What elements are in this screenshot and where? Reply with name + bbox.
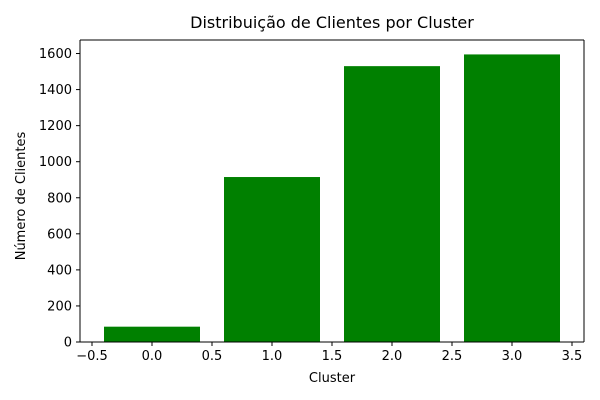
y-tick-label: 200	[47, 299, 72, 314]
x-tick-label: −0.5	[76, 349, 108, 364]
y-tick-label: 1600	[39, 47, 72, 62]
y-tick-label: 1400	[39, 83, 72, 98]
x-tick-label: 2.5	[442, 349, 463, 364]
x-tick-label: 0.5	[202, 349, 223, 364]
x-tick-label: 0.0	[142, 349, 163, 364]
bar-cluster-0	[104, 326, 200, 342]
axes-group	[79, 39, 585, 343]
bar-cluster-2	[344, 66, 440, 342]
y-tick-label: 600	[47, 227, 72, 242]
y-tick-label: 1000	[39, 155, 72, 170]
bars-group	[104, 54, 560, 342]
y-tick-label: 1200	[39, 119, 72, 134]
bar-cluster-1	[224, 177, 320, 342]
x-ticks-group: −0.5 0.0 0.5 1.0 1.5 2.0 2.5 3.0 3.5	[76, 342, 582, 364]
chart-title: Distribuição de Clientes por Cluster	[190, 13, 474, 32]
x-tick-label: 1.5	[322, 349, 343, 364]
x-tick-label: 3.0	[502, 349, 523, 364]
y-tick-label: 800	[47, 191, 72, 206]
y-tick-label: 0	[64, 336, 72, 351]
x-tick-label: 1.0	[262, 349, 283, 364]
x-tick-label: 3.5	[562, 349, 583, 364]
x-axis-title: Cluster	[309, 371, 356, 386]
y-ticks-group: 0 200 400 600 800 1000 1200 1400 1600	[39, 47, 80, 351]
y-axis-title: Número de Clientes	[14, 131, 29, 260]
bar-cluster-3	[464, 54, 560, 342]
y-tick-label: 400	[47, 263, 72, 278]
x-tick-label: 2.0	[382, 349, 403, 364]
